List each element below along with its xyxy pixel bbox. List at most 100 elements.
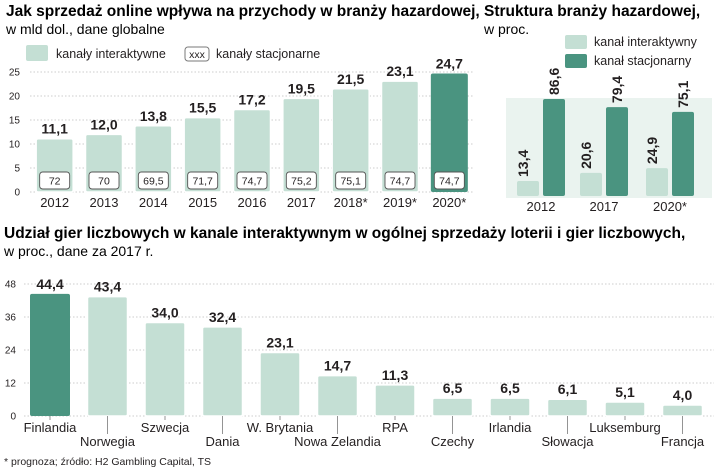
chart1-stationary-box <box>88 171 120 190</box>
chart1-stationary-box <box>39 171 71 190</box>
chart2-value-interactive: 13,4 <box>515 150 531 177</box>
chart1-title: Jak sprzedaż online wpływa na przychody … <box>6 3 480 20</box>
chart3-value-label: 44,4 <box>36 276 63 292</box>
chart3-subtitle: w proc., dane za 2017 r. <box>3 243 153 259</box>
chart1-y-tick: 20 <box>9 92 21 103</box>
chart2-value-stationary: 79,4 <box>609 76 625 103</box>
legend-stationary-swatch <box>184 46 210 62</box>
chart3-bar <box>201 326 244 417</box>
chart1-value-label: 12,0 <box>90 116 117 132</box>
chart3-value-label: 32,4 <box>209 309 236 325</box>
chart1-y-tick: 5 <box>14 164 20 175</box>
chart3-y-tick: 12 <box>5 379 17 390</box>
legend2-interactive-label: kanał interaktywny <box>594 35 698 49</box>
chart2-value-stationary: 75,1 <box>675 80 691 107</box>
chart1-value-label: 13,8 <box>140 108 167 124</box>
legend2-stationary-label: kanał stacjonarny <box>594 54 692 68</box>
chart3-category-label: Finlandia <box>24 420 78 435</box>
chart2-bar-interactive <box>517 180 539 196</box>
chart1-plot: 0 5 10 15 20 25 11,1 72 2012 12,0 70 2013 13,8 69,5 20… <box>9 55 474 210</box>
chart1-category-label: 2015 <box>188 195 217 210</box>
chart1-category-label: 2012 <box>40 195 69 210</box>
chart2-legend: kanał interaktywny kanał stacjonarny <box>565 35 698 68</box>
chart1-value-label: 21,5 <box>337 71 364 87</box>
chart1-stationary-box <box>137 171 169 190</box>
chart3-bar <box>30 293 70 416</box>
chart1-category-label: 2018* <box>334 195 368 210</box>
chart2-category-label: 2017 <box>590 199 619 214</box>
legend-stationary-marker: xxx <box>189 49 206 61</box>
chart1-category-label: 2016 <box>238 195 267 210</box>
footnote: * prognoza; źródło: H2 Gambling Capital,… <box>4 456 211 468</box>
chart3-value-label: 14,7 <box>324 358 351 374</box>
chart1-stationary-box <box>236 171 268 190</box>
chart3-plot: 0 12 24 36 48 44,4 Finlandia 43,4 Norwegia 34,0 Sz… <box>5 276 714 449</box>
chart3-value-label: 11,3 <box>382 367 409 383</box>
chart3-category-label: Francja <box>661 434 705 449</box>
chart1-stationary-value: 70 <box>98 176 110 188</box>
chart1-stationary-value: 74,7 <box>390 176 411 188</box>
chart2-bar-stationary <box>606 107 628 196</box>
chart1-value-label: 23,1 <box>386 63 413 79</box>
chart2-value-stationary: 86,6 <box>546 68 562 95</box>
chart2-value-interactive: 24,9 <box>644 137 660 164</box>
chart1-category-label: 2013 <box>90 195 119 210</box>
chart1-bar <box>430 73 468 192</box>
chart3-bar <box>259 351 301 417</box>
chart1-bar <box>331 88 370 193</box>
chart1-subtitle: w mld dol., dane globalne <box>5 21 165 37</box>
chart2-category-label: 2012 <box>527 199 556 214</box>
legend-interactive-swatch <box>26 45 48 61</box>
chart3-y-tick: 36 <box>5 313 17 324</box>
chart2-bar-stationary <box>672 111 694 196</box>
chart1-stationary-value: 75,1 <box>340 176 361 188</box>
chart2-bar-interactive <box>646 168 668 196</box>
legend-interactive-label: kanały interaktywne <box>56 47 166 61</box>
chart1-stationary-value: 74,7 <box>439 176 460 188</box>
chart1-legend: kanały interaktywne xxx kanały stacjonar… <box>26 45 320 62</box>
chart2-value-interactive: 20,6 <box>578 141 594 168</box>
chart1-stationary-box <box>187 171 219 190</box>
chart3-bar <box>144 321 186 417</box>
chart1-stationary-box <box>335 171 367 190</box>
legend2-interactive-swatch <box>565 35 587 49</box>
chart3-bar <box>374 384 416 417</box>
legend-stationary-label: kanały stacjonarne <box>216 47 320 61</box>
chart3-bar <box>431 397 474 417</box>
chart1-category-label: 2020* <box>432 195 466 210</box>
chart1-stationary-box <box>285 171 317 190</box>
chart1-stationary-value: 69,5 <box>143 176 164 188</box>
chart3-bar <box>546 398 589 417</box>
chart2-bar-stationary <box>543 99 565 196</box>
chart1-category-label: 2017 <box>287 195 316 210</box>
chart1-value-label: 15,5 <box>189 100 216 116</box>
chart3-category-label: Nowa Zelandia <box>294 434 381 449</box>
chart1-stationary-value: 75,2 <box>291 176 312 188</box>
chart3-bar <box>86 295 129 417</box>
chart1-y-tick: 0 <box>14 188 20 199</box>
chart2-plot: 13,4 86,6 2012 20,6 79,4 2017 24,9 75,1 2020* <box>506 68 712 214</box>
chart1-stationary-box <box>384 171 416 190</box>
chart1-stationary-box <box>433 171 465 190</box>
chart3-category-label: Słowacja <box>541 434 594 449</box>
chart1-y-tick: 15 <box>9 116 21 127</box>
chart1-category-label: 2014 <box>139 195 168 210</box>
chart3-category-label: Czechy <box>431 434 475 449</box>
chart3-value-label: 23,1 <box>266 334 293 350</box>
chart1-value-label: 11,1 <box>41 121 68 137</box>
chart2-category-label: 2020* <box>653 199 687 214</box>
chart3-value-label: 43,4 <box>94 279 121 295</box>
chart3-bar <box>316 374 359 417</box>
chart1-y-tick: 10 <box>9 140 21 151</box>
chart1-bar <box>282 97 321 193</box>
chart2-bar-interactive <box>580 172 602 196</box>
chart1-value-label: 24,7 <box>436 55 463 71</box>
chart1-bar <box>380 80 420 193</box>
chart1-bar <box>232 108 272 193</box>
chart1-category-label: 2019* <box>383 195 417 210</box>
chart3-value-label: 6,5 <box>443 380 463 396</box>
chart1-value-label: 17,2 <box>238 91 265 107</box>
chart3-category-label: RPA <box>382 420 408 435</box>
chart3-value-label: 5,1 <box>615 384 635 400</box>
